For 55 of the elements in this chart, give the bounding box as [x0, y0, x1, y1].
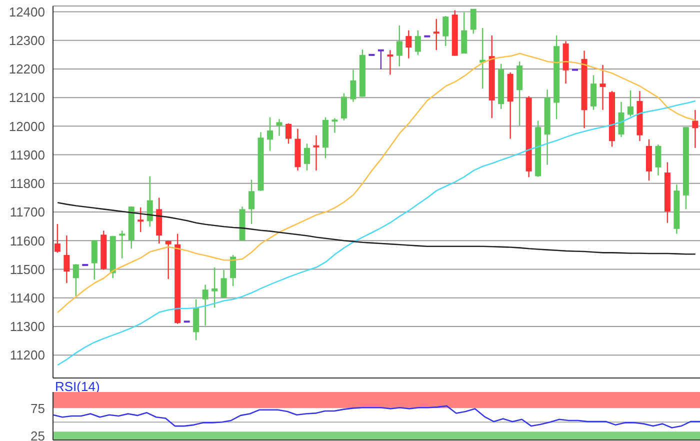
candlestick: [91, 239, 98, 280]
candlestick: [692, 109, 698, 149]
candlestick: [378, 48, 384, 70]
y-tick-label: 11800: [10, 176, 45, 192]
candlestick: [627, 90, 634, 118]
candlestick: [248, 179, 255, 225]
candlestick: [212, 266, 218, 308]
candlestick: [414, 30, 421, 56]
y-tick-label: 11600: [10, 233, 45, 248]
y-tick-label: 11200: [10, 348, 45, 363]
candlestick: [285, 122, 292, 144]
y-tick-label: 11500: [10, 262, 45, 277]
candlestick: [350, 69, 356, 102]
y-tick-label: 12400: [8, 4, 45, 20]
candlestick: [304, 143, 310, 172]
candlestick: [146, 176, 153, 228]
line-series: [56, 202, 696, 255]
candlestick: [340, 92, 347, 122]
candlestick: [230, 254, 236, 287]
y-tick-label: 12100: [8, 90, 45, 106]
candlestick: [387, 49, 394, 76]
candlestick: [406, 30, 412, 59]
candlestick: [600, 64, 606, 110]
line-series: [56, 100, 696, 366]
y-tick-label: 11900: [10, 147, 45, 162]
candlestick: [138, 206, 144, 233]
y-tick-label: 11700: [10, 204, 45, 220]
candlestick: [267, 116, 274, 152]
candlestick: [461, 12, 468, 54]
candlestick: [220, 269, 227, 298]
candlestick: [64, 234, 70, 284]
candlestick: [332, 118, 338, 134]
candlestick: [165, 240, 172, 280]
candlestick: [276, 118, 282, 137]
candlestick: [433, 18, 440, 51]
candlestick: [655, 144, 662, 176]
candlestick: [72, 264, 79, 297]
y-tick-label: 12000: [8, 118, 45, 134]
line-series: [52, 405, 700, 428]
candlestick: [470, 8, 476, 34]
candlestick: [54, 223, 60, 254]
candlestick: [202, 284, 208, 326]
candlestick: [313, 134, 320, 172]
candlestick: [442, 15, 449, 47]
y-tick-label: 12300: [8, 32, 45, 48]
chart-title: RSI(14): [55, 379, 100, 394]
candlestick: [590, 74, 597, 110]
y-tick-label: 75: [30, 400, 45, 416]
y-tick-label: 11400: [10, 290, 45, 306]
candlestick: [618, 101, 624, 138]
candlestick: [396, 24, 402, 67]
candlestick: [119, 230, 126, 259]
y-tick-label: 25: [30, 428, 45, 441]
y-tick-label: 12200: [8, 62, 45, 77]
y-tick-label: 11300: [10, 319, 45, 334]
